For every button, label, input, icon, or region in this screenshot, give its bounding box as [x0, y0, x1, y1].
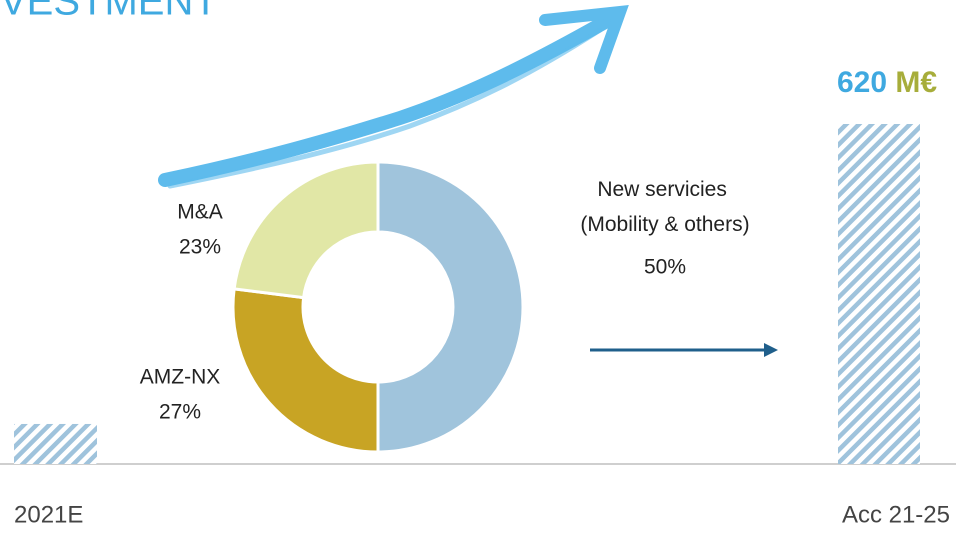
bar-value-label: 620 M€ [837, 66, 937, 99]
bar [14, 423, 97, 464]
donut-segment [376, 160, 525, 454]
segment-label: M&A [177, 201, 223, 224]
x-category-label: 2021E [14, 501, 83, 528]
value-unit: M€ [895, 66, 937, 99]
segment-label: AMZ-NX [140, 366, 221, 389]
segment-label: New servicies (Mobility & others) [580, 178, 749, 236]
x-category-label: Acc 21-25 [842, 501, 950, 528]
label-line: (Mobility & others) [580, 213, 749, 236]
label-line: New servicies [597, 178, 732, 201]
segment-value-label: 27% [159, 401, 201, 424]
donut-segment [232, 160, 380, 300]
flow-arrow [590, 343, 778, 357]
segment-value-label: 23% [179, 236, 221, 259]
growth-arrow [158, 5, 629, 189]
bar [838, 124, 920, 464]
value-number: 620 [837, 66, 895, 99]
title: VESTMENT [0, 0, 218, 24]
segment-value-label: 50% [644, 256, 686, 279]
donut-segment [231, 287, 380, 454]
